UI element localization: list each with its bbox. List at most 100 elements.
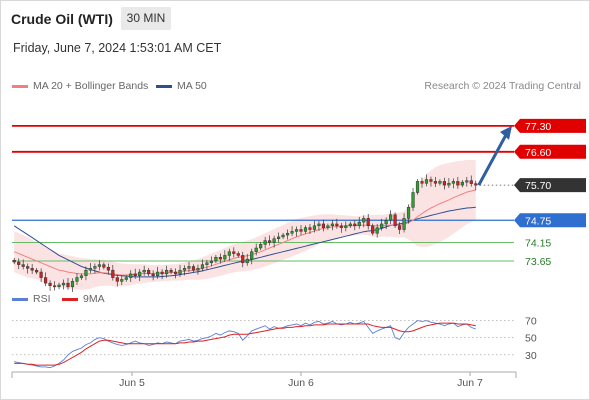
candle-body [200,264,205,269]
candle-101 [465,176,469,187]
legend-ma50-label: MA 50 [177,80,207,92]
legend-rsi-label: RSI [33,293,51,305]
price-levels [12,125,514,262]
candle-body [245,258,249,264]
candle-3 [26,263,30,274]
candle-43 [205,259,209,270]
candle-83 [384,217,388,230]
candle-80 [371,223,375,236]
price-tag-box [514,178,586,193]
candle-body [173,271,178,275]
candle-body [268,240,272,243]
price-tag-74.15: 74.15 [525,237,551,249]
timeframe-badge[interactable]: 30 MIN [121,7,171,30]
candle-body [294,229,299,232]
candle-body [433,181,438,184]
ma50-swatch [156,84,172,88]
candle-body [147,269,151,275]
candle-95 [438,179,442,186]
candle-30 [147,267,151,277]
rsi-line [14,320,476,369]
candle-40 [191,264,196,273]
candle-body [129,273,133,278]
candle-body [465,180,469,183]
candle-body [317,223,321,227]
candle-16 [84,266,88,281]
candle-body [61,282,66,286]
candle-body [371,225,375,234]
candle-5 [35,267,39,275]
candle-body [250,251,254,260]
candle-body [429,179,433,182]
candle-body [182,268,187,271]
candle-52 [245,253,249,266]
candle-50 [236,251,240,258]
rsi-panel: 30 50 70 [12,316,537,369]
candle-body [402,218,406,230]
candle-102 [469,175,473,187]
candle-22 [111,265,115,281]
candle-78 [362,215,366,228]
candle-49 [232,247,236,258]
candle-57 [268,235,272,246]
candle-body [339,225,343,228]
candle-20 [102,262,106,270]
candle-body [299,229,303,232]
candle-body [474,183,478,186]
candle-body [164,269,169,275]
candle-69 [321,219,326,232]
candle-body [281,234,285,238]
legend-ma50: MA 50 [156,80,207,92]
candle-58 [272,235,276,248]
candle-body [66,282,70,288]
candle-39 [187,262,191,273]
candle-2 [21,259,25,270]
candle-body [75,277,79,282]
candle-75 [348,221,352,229]
candle-body [12,259,16,263]
price-tag-75.70: 75.70 [514,178,586,193]
price-tag-73.65: 73.65 [525,256,551,268]
candle-38 [182,265,187,276]
price-tag-74.75: 74.75 [514,213,586,228]
candle-96 [442,177,446,190]
candle-47 [223,250,227,263]
candle-11 [61,279,66,290]
candle-72 [335,218,339,229]
candle-body [393,214,397,227]
candle-90 [415,179,420,195]
candle-7 [44,272,48,287]
price-tag-76.60: 76.60 [514,144,586,159]
candle-body [214,257,218,262]
candle-67 [312,220,317,233]
candle-body [420,181,424,184]
candle-63 [294,226,299,237]
x-tick-label-0: Jun 5 [119,377,145,389]
candle-body [142,269,146,273]
legend-rsi-ma: 9MA [62,293,105,305]
candle-body [151,273,155,276]
candle-body [380,223,384,228]
candle-45 [214,255,218,264]
candle-body [111,269,115,278]
candle-body [227,251,231,256]
candle-body [124,277,128,280]
candle-body [397,225,402,230]
ma20-swatch [12,84,28,88]
rsi-ma-swatch [62,297,78,301]
candle-88 [406,204,411,224]
candle-body [357,221,361,227]
legend-ma20: MA 20 + Bollinger Bands [12,80,148,92]
candle-59 [277,232,281,243]
candle-body [263,240,267,245]
legend-ma20-label: MA 20 + Bollinger Bands [33,80,149,92]
candle-37 [178,265,182,277]
price-tag-77.30: 77.30 [514,118,586,133]
candle-body [232,251,236,254]
candle-18 [93,263,97,274]
candle-61 [285,229,290,240]
candle-body [26,266,30,269]
candle-body [406,207,411,219]
